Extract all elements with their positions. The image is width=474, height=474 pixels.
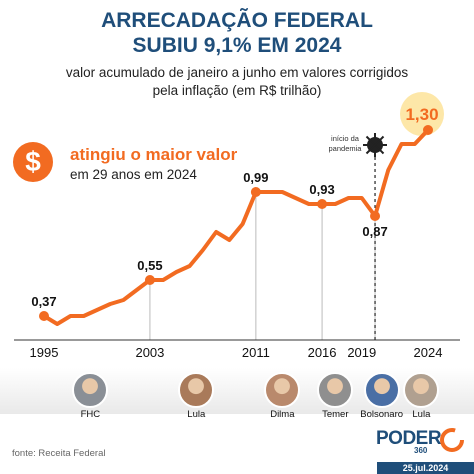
president-name: Lula (187, 409, 206, 420)
date-badge: 25.jul.2024 (377, 462, 474, 474)
avatar (264, 372, 301, 408)
avatar (178, 372, 215, 408)
president-name: Bolsonaro (360, 409, 404, 420)
x-tick-label: 2011 (242, 345, 270, 360)
president-item: FHC (63, 372, 117, 420)
dollar-sign-icon: $ (13, 142, 53, 182)
series-line (42, 128, 430, 326)
data-point (423, 125, 433, 135)
president-item: Temer (308, 372, 362, 420)
data-label: 0,37 (31, 294, 56, 309)
data-labels: 0,37 0,55 0,99 0,93 0,87 1,30 (31, 105, 438, 309)
drop-lines (149, 192, 376, 340)
x-tick-label: 2016 (308, 345, 337, 360)
data-point (370, 211, 381, 221)
president-item: Lula (169, 372, 223, 420)
chart-title-line2: SUBIU 9,1% EM 2024 (132, 34, 342, 57)
data-label: 1,30 (405, 105, 438, 124)
avatar (317, 372, 354, 408)
x-tick-label: 1995 (30, 345, 59, 360)
callout-subtext: em 29 anos em 2024 (70, 167, 197, 182)
x-tick-labels: 1995 2003 2011 2016 2019 2024 (30, 345, 443, 360)
brand-mark-icon (440, 428, 464, 452)
max-value-highlight (400, 92, 444, 136)
chart-subtitle-line2: pela inflação (em R$ trilhão) (152, 83, 322, 98)
avatar (363, 372, 400, 408)
president-item: Bolsonaro (355, 372, 409, 420)
president-name: Temer (322, 409, 349, 420)
data-point (144, 275, 155, 285)
data-label: 0,87 (362, 224, 387, 239)
data-label: 0,55 (137, 258, 162, 273)
callout-headline: atingiu o maior valor (70, 145, 238, 164)
data-label: 0,99 (243, 170, 268, 185)
chart-subtitle-line1: valor acumulado de janeiro a junho em va… (65, 65, 409, 80)
president-item: Dilma (255, 372, 309, 420)
avatar (72, 372, 109, 408)
president-name: Dilma (270, 409, 295, 420)
president-name: Lula (412, 409, 431, 420)
virus-icon (363, 133, 387, 157)
pandemic-note-line1: início da (331, 134, 360, 143)
data-points (39, 125, 433, 321)
brand-logo: PODER (376, 428, 442, 449)
data-label: 0,93 (309, 182, 334, 197)
pandemic-note-line2: pandemia (329, 144, 363, 153)
president-name: FHC (80, 409, 101, 420)
brand-sub: 360 (414, 446, 428, 455)
source-note: fonte: Receita Federal (12, 448, 106, 459)
data-point (317, 199, 328, 209)
data-point (39, 311, 49, 321)
president-item: Lula (394, 372, 448, 420)
data-point (250, 187, 261, 197)
x-tick-label: 2024 (414, 345, 443, 360)
chart-title-line1: ARRECADAÇÃO FEDERAL (101, 9, 373, 32)
x-tick-label: 2019 (347, 345, 376, 360)
x-tick-label: 2003 (135, 345, 164, 360)
avatar (403, 372, 440, 408)
